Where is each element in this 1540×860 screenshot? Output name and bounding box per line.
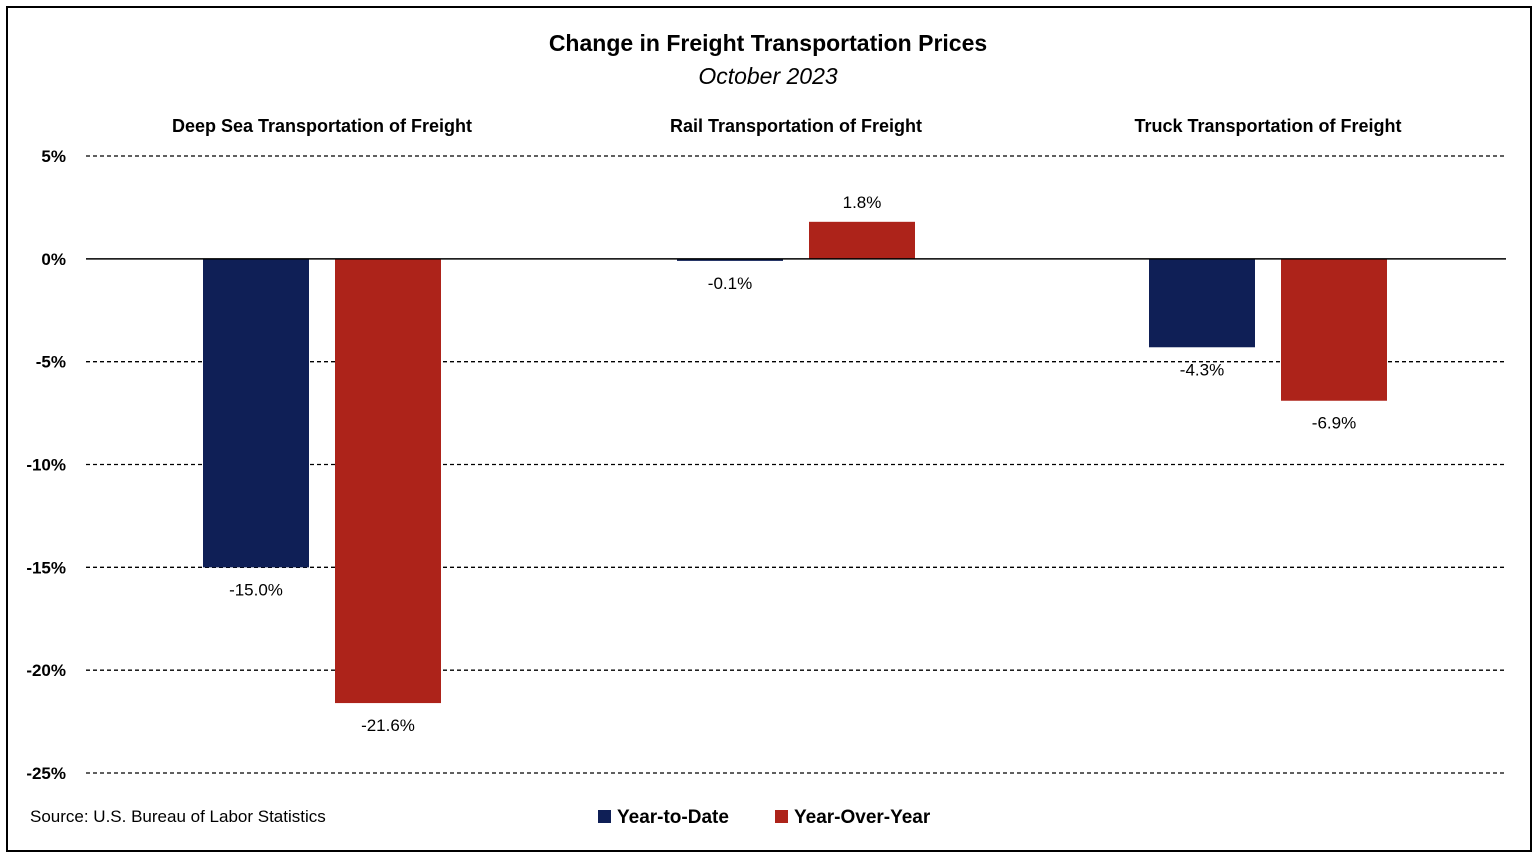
bar-value-label: -0.1%	[708, 274, 752, 293]
y-tick-label: -5%	[36, 353, 66, 372]
y-tick-label: -25%	[26, 764, 66, 783]
bar-year-over-year	[1281, 258, 1387, 401]
legend-label: Year-Over-Year	[794, 807, 931, 828]
category-label: Deep Sea Transportation of Freight	[172, 116, 472, 136]
y-tick-label: -10%	[26, 456, 66, 475]
legend-swatch	[598, 810, 611, 823]
y-tick-label: 0%	[41, 250, 66, 269]
legend-swatch	[775, 810, 788, 823]
category-label: Rail Transportation of Freight	[670, 116, 922, 136]
legend-label: Year-to-Date	[617, 807, 729, 828]
bar-value-label: -4.3%	[1180, 360, 1224, 379]
chart-subtitle: October 2023	[698, 63, 838, 89]
bar-year-to-date	[203, 258, 309, 568]
bar-year-to-date	[1149, 258, 1255, 348]
chart-title: Change in Freight Transportation Prices	[549, 30, 987, 56]
bar-year-to-date	[677, 258, 783, 261]
bar-value-label: -6.9%	[1312, 414, 1356, 433]
legend: Year-to-Date Year-Over-Year	[598, 807, 931, 828]
category-labels: Deep Sea Transportation of Freight Rail T…	[172, 116, 1402, 136]
y-tick-label: 5%	[41, 147, 66, 166]
bar-year-over-year	[335, 258, 441, 704]
bar-value-label: -21.6%	[361, 716, 415, 735]
bar-value-label: -15.0%	[229, 580, 283, 599]
bars	[203, 221, 1387, 704]
value-labels: -15.0% -0.1% -4.3% -21.6% 1.8% -6.9%	[229, 193, 1356, 735]
bar-value-label: 1.8%	[843, 193, 882, 212]
y-tick-label: -20%	[26, 661, 66, 680]
bar-year-over-year	[809, 221, 915, 259]
source-note: Source: U.S. Bureau of Labor Statistics	[30, 807, 326, 826]
y-axis-tick-labels: 5% 0% -5% -10% -15% -20% -25%	[26, 147, 66, 783]
gridlines	[86, 155, 1506, 774]
y-tick-label: -15%	[26, 558, 66, 577]
category-label: Truck Transportation of Freight	[1134, 116, 1401, 136]
